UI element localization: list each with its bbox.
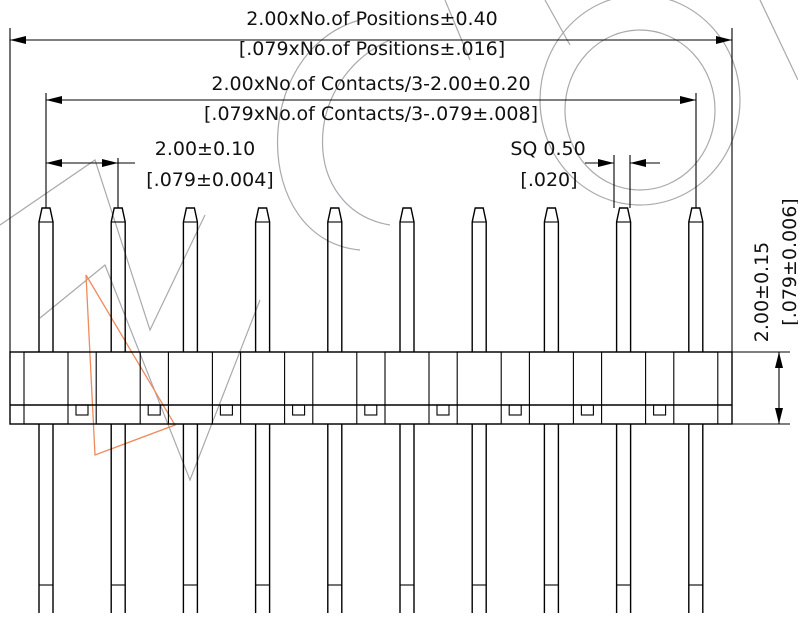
housing-notch [147,404,161,416]
pin [601,207,647,613]
pitch-metric-label: 2.00±0.10 [155,138,256,160]
sq-metric-label: SQ 0.50 [510,138,585,160]
pin-square-dimension: SQ 0.50 [.020] [510,138,660,208]
pin [312,207,358,613]
housing-notch [580,404,594,416]
housing-notch [653,404,667,416]
housing-notch [364,404,378,416]
housing-notch [219,404,233,416]
watermark-logo [0,0,798,482]
pin [673,207,719,613]
housing-notch [75,404,89,416]
pin [384,207,430,613]
pin [167,207,213,613]
overall-imperial-label: [.079xNo.of Positions±.016] [239,38,505,60]
pin [456,207,502,613]
height-imperial-label: [.079±0.006] [779,198,798,325]
pitch-dimension: 2.00±0.10 [.079±0.004] [46,138,274,208]
overall-metric-label: 2.00xNo.of Positions±0.40 [246,8,498,30]
sq-imperial-label: [.020] [520,169,577,191]
height-metric-label: 2.00±0.15 [751,242,773,343]
contacts-metric-label: 2.00xNo.of Contacts/3-2.00±0.20 [211,73,530,95]
pins-group [23,207,719,613]
overall-dimension: 2.00xNo.of Positions±0.40 [.079xNo.of Po… [9,8,733,352]
pitch-imperial-label: [.079±0.004] [146,169,273,191]
pin [23,207,69,613]
housing [9,351,733,425]
housing-notch [436,404,450,416]
pin [240,207,286,613]
contacts-dimension: 2.00xNo.of Contacts/3-2.00±0.20 [.079xNo… [45,73,697,208]
contacts-imperial-label: [.079xNo.of Contacts/3-.079±.008] [204,103,538,125]
housing-notch [508,404,522,416]
pin [528,207,574,613]
pin [95,207,141,613]
housing-height-dimension: 2.00±0.15 [.079±0.006] [732,198,798,425]
housing-notch [292,404,306,416]
